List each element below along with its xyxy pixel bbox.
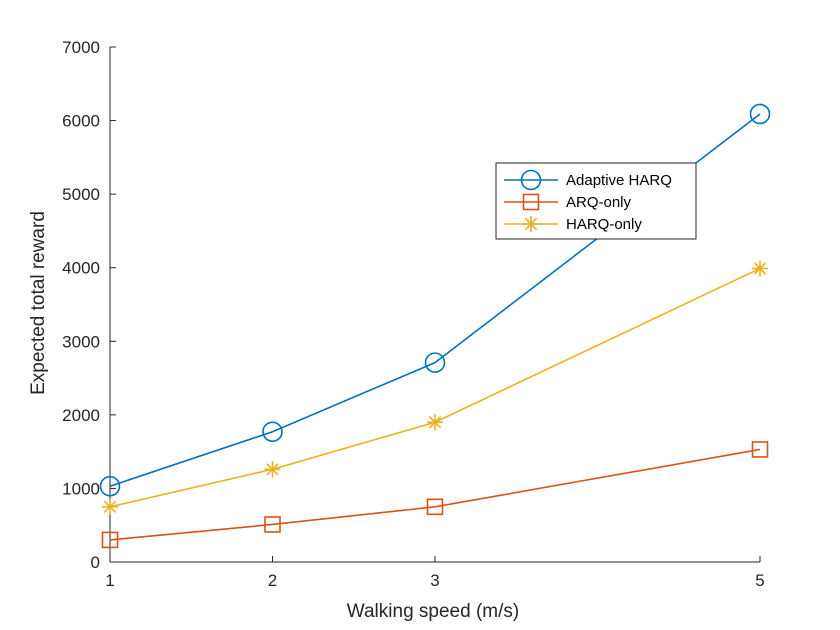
y-tick-label: 2000 (62, 406, 100, 425)
data-point-arq-only (426, 498, 444, 516)
y-tick-label: 6000 (62, 112, 100, 131)
data-point-adaptive-harq (262, 421, 283, 443)
legend-marker-arq-only (522, 193, 540, 211)
legend-marker-adaptive-harq (520, 169, 542, 191)
x-tick-label: 2 (268, 571, 277, 590)
x-tick-label: 3 (430, 571, 439, 590)
series-line-arq-only (109, 448, 761, 541)
data-point-harq-only (102, 498, 118, 515)
series-line-harq-only (109, 267, 761, 508)
legend-marker-harq-only (523, 216, 539, 232)
legend-label-harq-only: HARQ-only (566, 216, 642, 233)
data-point-adaptive-harq (99, 475, 121, 497)
y-tick-label: 7000 (62, 38, 100, 57)
y-tick-label: 4000 (62, 259, 100, 278)
y-axis-label: Expected total reward (28, 211, 49, 395)
data-point-harq-only (427, 414, 443, 431)
y-tick-label: 1000 (62, 479, 100, 498)
x-tick-label: 1 (105, 571, 114, 590)
data-point-arq-only (751, 441, 769, 458)
data-point-harq-only (752, 260, 768, 277)
data-point-arq-only (264, 516, 281, 533)
x-tick-label: 5 (755, 571, 764, 590)
data-point-adaptive-harq (424, 352, 446, 373)
data-point-harq-only (264, 461, 281, 478)
x-axis-label: Walking speed (m/s) (347, 601, 519, 622)
legend-label-adaptive-harq: Adaptive HARQ (566, 172, 672, 189)
y-tick-label: 3000 (62, 332, 100, 351)
y-tick-label: 5000 (62, 185, 100, 204)
legend-label-arq-only: ARQ-only (566, 194, 632, 211)
data-point-arq-only (101, 531, 119, 549)
data-point-adaptive-harq (749, 103, 771, 125)
y-tick-label: 0 (91, 553, 100, 572)
legend: Adaptive HARQ ARQ-only HARQ-only (495, 162, 697, 240)
tick-labels: 1 2 3 5 0 1000 2000 3000 4000 5000 6000 7000 (62, 38, 765, 590)
